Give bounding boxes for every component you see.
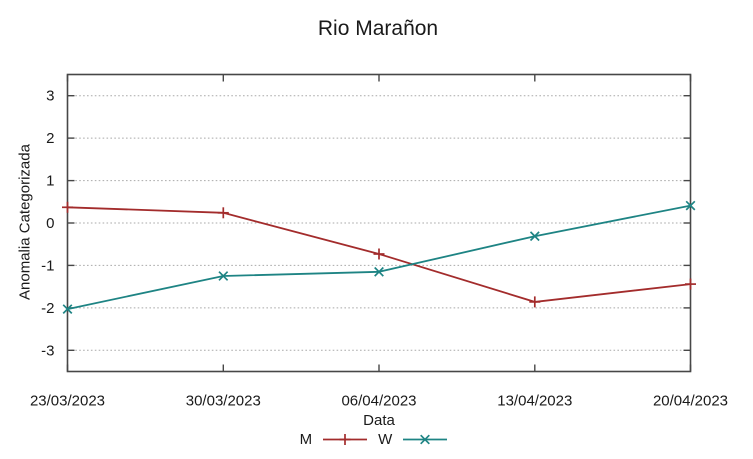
x-tick-label: 13/04/2023	[497, 393, 572, 410]
y-tick-label: 3	[46, 88, 54, 105]
x-axis-label: Data	[363, 412, 395, 429]
series-W-point	[529, 231, 540, 242]
legend: M W	[0, 431, 748, 448]
y-tick-label: -3	[41, 342, 54, 359]
legend-line-sample-w	[403, 434, 448, 445]
x-tick-label: 06/04/2023	[341, 393, 416, 410]
series-M-point	[685, 278, 696, 290]
legend-label-w: W	[378, 431, 393, 448]
series-W-point	[374, 266, 384, 277]
series-M-point	[62, 201, 73, 213]
chart-title: Rio Marañon	[317, 17, 439, 40]
legend-sample-marker-W	[420, 434, 431, 445]
series-W-point	[62, 304, 73, 315]
series-M-point	[217, 207, 229, 219]
legend-sample-marker-M	[339, 434, 351, 445]
series-W-point	[218, 271, 229, 281]
plot-border	[66, 73, 692, 373]
y-tick-label: 2	[46, 130, 54, 147]
series-M-point	[529, 296, 541, 308]
x-tick-label: 30/03/2023	[186, 393, 261, 410]
x-tick-label: 20/04/2023	[653, 393, 728, 410]
y-tick-label: -1	[41, 257, 54, 274]
series-W-point	[685, 200, 696, 211]
y-tick-label: -2	[41, 300, 54, 317]
x-tick-label: 23/03/2023	[30, 393, 105, 410]
series-M-point	[373, 248, 385, 260]
legend-label-m: M	[299, 431, 313, 448]
legend-line-sample-m	[323, 434, 368, 445]
y-tick-label: 1	[46, 173, 54, 190]
y-tick-label: 0	[46, 215, 54, 232]
